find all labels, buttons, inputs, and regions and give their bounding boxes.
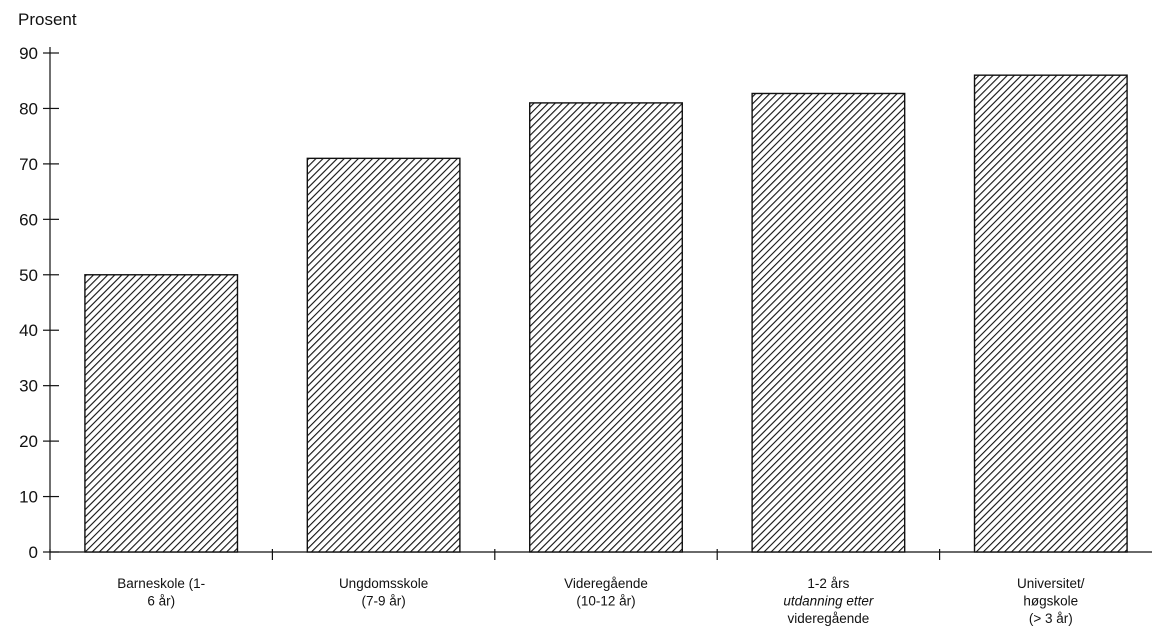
bar	[84, 274, 239, 553]
x-category-label-line: høgskole	[1023, 594, 1078, 609]
y-tick-label: 40	[19, 321, 38, 340]
x-category-label-line: (7-9 år)	[361, 594, 405, 609]
x-category-label: Universitet/høgskole (> 3 år)	[1017, 576, 1085, 626]
bar	[751, 92, 906, 553]
bar	[973, 74, 1128, 553]
x-category-label-line: utdanning etter	[783, 594, 874, 609]
y-tick-label: 70	[19, 155, 38, 174]
y-tick-label: 90	[19, 44, 38, 63]
y-tick-label: 60	[19, 210, 38, 229]
y-tick-label: 80	[19, 99, 38, 118]
y-tick-label: 50	[19, 266, 38, 285]
x-category-label: Videregående (10-12 år)	[564, 576, 648, 609]
x-category-label: Barneskole (1- 6 år)	[117, 576, 205, 609]
x-category-label: Ungdomsskole (7-9 år)	[339, 576, 428, 609]
x-category-label-line: Universitet/	[1017, 576, 1085, 591]
x-category-label-line: Ungdomsskole	[339, 576, 428, 591]
y-tick-label: 30	[19, 377, 38, 396]
x-category-label-line: videregående	[787, 611, 869, 626]
x-category-label-line: 1-2 års	[807, 576, 849, 591]
bar	[529, 102, 683, 553]
y-axis-label: Prosent	[18, 10, 77, 29]
category-labels: Barneskole (1- 6 år) Ungdomsskole (7-9 år) V…	[117, 576, 1085, 626]
y-tick-label: 10	[19, 488, 38, 507]
y-axis: 0 10 20 30 40 50 60 70 80 90	[19, 44, 59, 562]
y-tick-label: 20	[19, 432, 38, 451]
x-category-label-line: (> 3 år)	[1029, 611, 1073, 626]
y-tick-label: 0	[29, 543, 38, 562]
bar	[306, 157, 461, 553]
x-category-label: 1-2 års utdanning etter videregående	[783, 576, 874, 626]
x-category-label-line: Barneskole (1-	[117, 576, 205, 591]
bars	[84, 74, 1128, 553]
x-category-label-line: 6 år)	[147, 594, 175, 609]
x-category-label-line: Videregående	[564, 576, 648, 591]
x-category-label-line: (10-12 år)	[576, 594, 635, 609]
